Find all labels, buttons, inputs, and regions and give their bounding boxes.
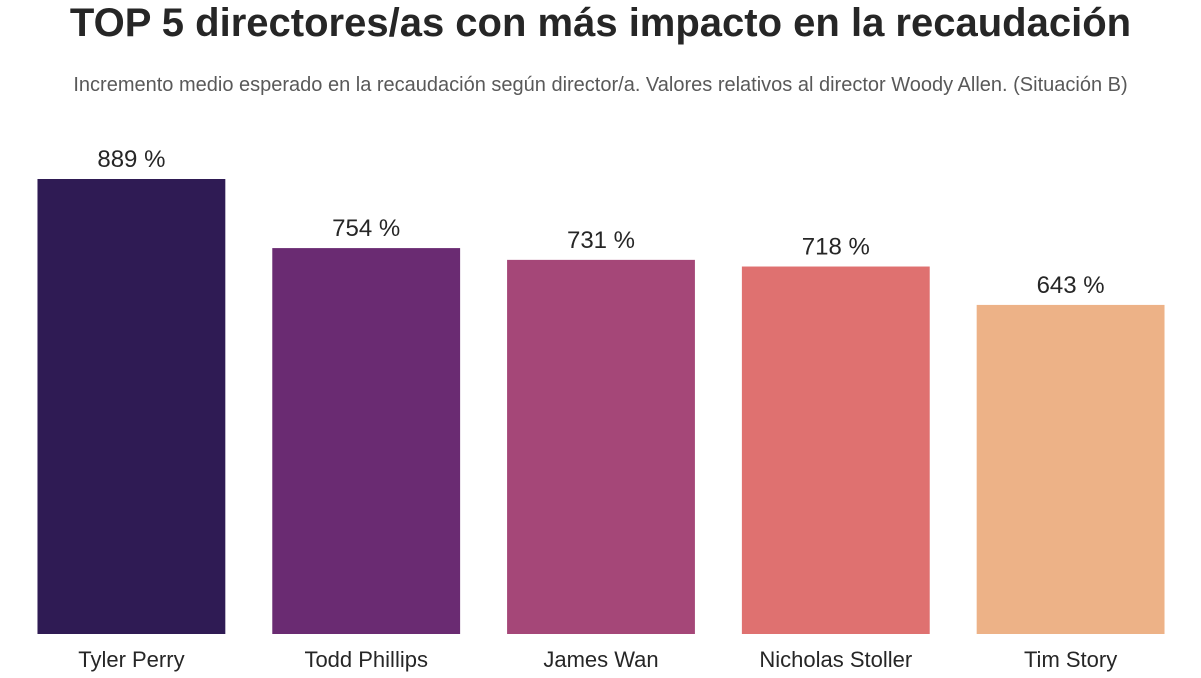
bar-value-label: 889 % [97, 146, 165, 173]
bar-4 [976, 304, 1165, 634]
x-tick-label: James Wan [543, 647, 658, 672]
bar-value-label: 643 % [1037, 272, 1105, 299]
bar-1 [272, 248, 461, 634]
chart-subtitle: Incremento medio esperado en la recaudac… [73, 74, 1127, 96]
bars-group [37, 179, 1165, 634]
bar-value-label: 754 % [332, 215, 400, 242]
bar-3 [741, 266, 930, 634]
x-tick-labels: Tyler Perry Todd Phillips James Wan Nichola… [78, 647, 1117, 672]
chart-title: TOP 5 directores/as con más impacto en l… [70, 1, 1131, 45]
bar-2 [507, 259, 695, 634]
x-tick-label: Nicholas Stoller [759, 647, 912, 672]
x-tick-label: Tyler Perry [78, 647, 184, 672]
bar-value-label: 731 % [567, 227, 635, 254]
x-tick-label: Todd Phillips [304, 647, 428, 672]
bar-0 [37, 179, 226, 634]
x-tick-label: Tim Story [1024, 647, 1117, 672]
bar-value-label: 718 % [802, 234, 870, 261]
value-labels-group: 889 % 754 % 731 % 718 % 643 % [97, 146, 1104, 299]
